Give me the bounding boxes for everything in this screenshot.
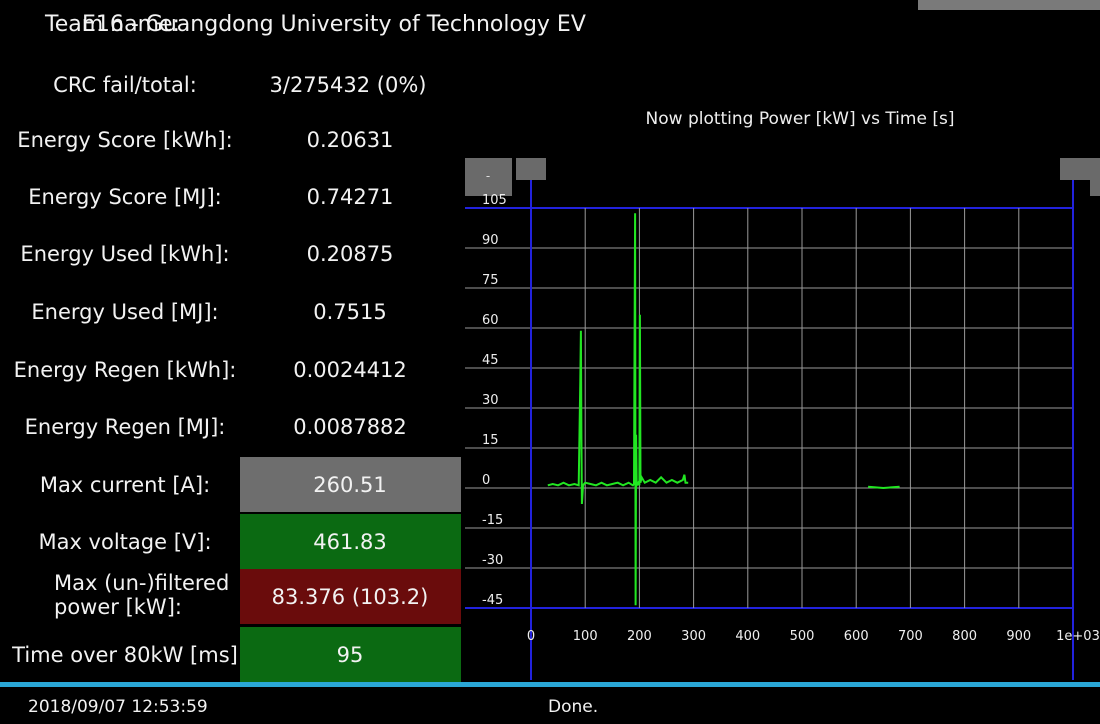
scroll-button[interactable]: [1060, 158, 1090, 180]
stat-label: Energy Used [kWh]:: [20, 242, 230, 266]
stat-label: Energy Regen [MJ]:: [24, 415, 226, 439]
zoom-button[interactable]: [465, 158, 512, 196]
x-tick-label: 500: [790, 629, 815, 644]
team-label: Team name:: [45, 12, 180, 37]
scroll-button[interactable]: [516, 158, 546, 180]
stat-value: 0.20875: [306, 242, 394, 266]
stat-value: 83.376 (103.2): [271, 585, 429, 609]
x-tick-label: 900: [1006, 629, 1031, 644]
team-value: E16 - Guangdong University of Technology…: [82, 12, 586, 37]
value-box: [240, 514, 461, 569]
x-tick-label: 400: [735, 629, 760, 644]
stat-value: 461.83: [313, 530, 387, 554]
top-bar[interactable]: [918, 0, 1100, 10]
stat-label: Energy Score [MJ]:: [28, 185, 222, 209]
stat-label: Energy Used [MJ]:: [31, 300, 219, 324]
stat-value: 0.74271: [306, 185, 394, 209]
y-tick-label: 75: [482, 273, 499, 288]
stat-value: 0.0087882: [293, 415, 407, 439]
stat-label: Max current [A]:: [39, 473, 211, 497]
stat-label: CRC fail/total:: [53, 73, 197, 97]
scroll-button[interactable]: [1090, 158, 1100, 196]
y-tick-label: 0: [482, 473, 490, 488]
x-tick-label: 700: [898, 629, 923, 644]
stat-value: 0.20631: [306, 128, 394, 152]
y-tick-label: 45: [482, 353, 499, 368]
y-tick-label: -45: [482, 593, 503, 608]
value-box: [240, 627, 461, 682]
stat-value: 0.7515: [313, 300, 387, 324]
stat-value: 260.51: [313, 473, 387, 497]
x-tick-label: 1e+03: [1056, 629, 1100, 644]
x-tick-label: 200: [627, 629, 652, 644]
value-box: [240, 457, 461, 512]
x-tick-label: 300: [681, 629, 706, 644]
stat-value: 0.0024412: [293, 358, 407, 382]
y-tick-label: -30: [482, 553, 503, 568]
y-tick-label: 60: [482, 313, 499, 328]
stat-label: Max (un-)filtered power [kW]:: [54, 571, 230, 619]
chart-title: Now plotting Power [kW] vs Time [s]: [646, 109, 955, 129]
value-box: [240, 569, 461, 624]
power-line: [547, 213, 900, 606]
stat-label: Time over 80kW [ms]: [12, 643, 238, 667]
stat-value: 3/275432 (0%): [269, 73, 427, 97]
y-tick-label: 105: [482, 193, 507, 208]
x-tick-label: 0: [527, 629, 535, 644]
x-tick-label: 100: [573, 629, 598, 644]
x-tick-label: 800: [952, 629, 977, 644]
status-divider: [0, 682, 1100, 687]
y-tick-label: 30: [482, 393, 499, 408]
stat-label: Max voltage [V]:: [38, 530, 212, 554]
y-tick-label: -15: [482, 513, 503, 528]
stat-label: Energy Regen [kWh]:: [13, 358, 237, 382]
x-tick-label: 600: [844, 629, 869, 644]
stat-value: 95: [336, 643, 364, 667]
zoom-button-label: -: [486, 169, 490, 183]
status-time: 2018/09/07 12:53:59: [28, 697, 208, 717]
y-tick-label: 90: [482, 233, 499, 248]
status-message: Done.: [548, 697, 599, 717]
chart: - Now plotting Power [kW] vs Time [s] -4…: [465, 109, 1100, 680]
stat-label: Energy Score [kWh]:: [17, 128, 233, 152]
y-tick-label: 15: [482, 433, 499, 448]
